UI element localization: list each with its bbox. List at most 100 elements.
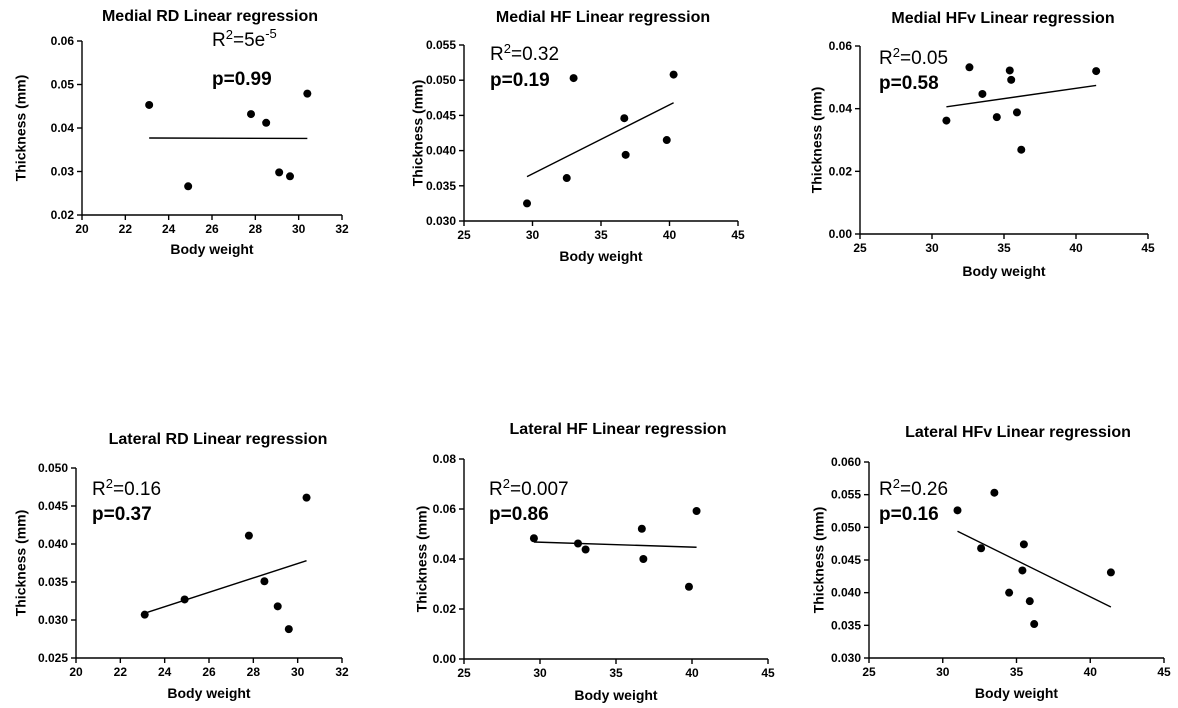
y-tick-label: 0.04 xyxy=(433,552,457,566)
r-squared-label: R2=0.16 xyxy=(92,476,161,500)
y-tick-label: 0.02 xyxy=(433,602,457,616)
r-squared-exponent: 2 xyxy=(106,476,113,491)
r-squared-value: =0.05 xyxy=(900,48,948,69)
x-tick-label: 30 xyxy=(925,241,939,255)
y-tick-label: 0.02 xyxy=(829,164,853,178)
chart-title: Lateral RD Linear regression xyxy=(109,431,328,448)
y-tick-label: 0.045 xyxy=(38,499,68,513)
y-tick-label: 0.02 xyxy=(51,208,75,222)
x-tick-label: 30 xyxy=(936,665,950,679)
y-tick-label: 0.030 xyxy=(831,651,861,665)
p-value-label: p=0.86 xyxy=(489,504,549,525)
data-point xyxy=(1106,568,1115,577)
p-value-label: p=0.37 xyxy=(92,504,152,525)
x-tick-label: 30 xyxy=(292,222,306,236)
y-axis-label: Thickness (mm) xyxy=(414,506,430,613)
chart-title: Medial HF Linear regression xyxy=(496,9,710,26)
data-point xyxy=(1025,597,1034,606)
x-axis-label: Body weight xyxy=(170,241,254,257)
data-point xyxy=(244,531,253,540)
data-point xyxy=(942,116,951,125)
x-axis-label: Body weight xyxy=(962,263,1046,279)
x-tick-label: 20 xyxy=(75,222,89,236)
x-tick-label: 40 xyxy=(685,666,699,680)
data-point xyxy=(275,168,284,177)
data-point xyxy=(684,582,693,591)
y-tick-label: 0.050 xyxy=(831,520,861,534)
r-squared-value: =0.16 xyxy=(113,479,161,500)
y-tick-label: 0.04 xyxy=(829,102,853,116)
y-tick-label: 0.040 xyxy=(831,586,861,600)
x-tick-label: 40 xyxy=(1084,665,1098,679)
y-tick-label: 0.030 xyxy=(38,613,68,627)
regression-line xyxy=(144,560,307,614)
y-tick-label: 0.06 xyxy=(829,39,853,53)
r-squared-exponent: 2 xyxy=(226,27,233,42)
data-point xyxy=(302,493,311,502)
data-point xyxy=(1007,75,1016,84)
r-squared-value: =5e xyxy=(233,30,265,51)
p-value-label: p=0.58 xyxy=(879,73,939,94)
y-tick-label: 0.040 xyxy=(38,537,68,551)
y-tick-label: 0.055 xyxy=(426,38,456,52)
x-tick-label: 28 xyxy=(247,665,261,679)
r-squared-label: R2=0.007 xyxy=(489,476,569,500)
data-point xyxy=(247,110,255,119)
x-tick-label: 35 xyxy=(609,666,623,680)
x-tick-label: 40 xyxy=(663,228,677,242)
data-point xyxy=(1017,145,1026,154)
data-point xyxy=(574,539,582,548)
x-axis-label: Body weight xyxy=(559,248,643,264)
r-squared-exponent: 2 xyxy=(893,476,900,491)
r-squared-symbol: R xyxy=(490,44,504,65)
r-squared-exponent: 2 xyxy=(893,45,900,60)
y-tick-label: 0.045 xyxy=(426,108,456,122)
y-tick-label: 0.035 xyxy=(38,575,68,589)
chart-panel-5: Lateral HF Linear regression 0.00 0.02 0.04… xyxy=(414,421,775,703)
x-axis-label: Body weight xyxy=(574,687,658,703)
x-tick-label: 45 xyxy=(1141,241,1155,255)
data-point xyxy=(303,89,312,98)
y-tick-label: 0.03 xyxy=(51,165,75,179)
x-tick-label: 30 xyxy=(533,666,547,680)
x-tick-label: 45 xyxy=(1157,665,1171,679)
data-point xyxy=(145,100,154,109)
r-squared-symbol: R xyxy=(92,479,106,500)
r-squared-symbol: R xyxy=(489,479,503,500)
x-tick-label: 30 xyxy=(526,228,540,242)
x-tick-label: 26 xyxy=(205,222,219,236)
y-tick-label: 0.04 xyxy=(51,121,75,135)
r-squared-exponent: 2 xyxy=(504,41,511,56)
x-axis-label: Body weight xyxy=(975,685,1059,701)
y-tick-label: 0.050 xyxy=(426,73,456,87)
data-point xyxy=(639,555,648,563)
chart-panel-3: Medial HFv Linear regression 0.00 0.02 0.04… xyxy=(809,10,1155,279)
r-squared-symbol: R xyxy=(879,48,893,69)
data-point xyxy=(1092,67,1101,76)
chart-title: Lateral HF Linear regression xyxy=(510,421,727,438)
p-value-label: p=0.16 xyxy=(879,504,939,525)
y-axis-label: Thickness (mm) xyxy=(13,510,29,617)
y-tick-label: 0.035 xyxy=(831,618,861,632)
x-tick-label: 20 xyxy=(69,665,83,679)
r-squared-value: =0.007 xyxy=(510,479,569,500)
p-value-label: p=0.99 xyxy=(212,69,272,90)
r-squared-symbol: R xyxy=(212,30,226,51)
data-point xyxy=(1019,540,1028,549)
data-point xyxy=(621,150,630,159)
chart-panel-4: Lateral RD Linear regression 0.025 0.030 0.… xyxy=(13,431,349,701)
y-tick-label: 0.025 xyxy=(38,651,68,665)
y-axis-label: Thickness (mm) xyxy=(809,87,825,194)
r-squared-label: R2=5e-5 xyxy=(212,26,277,51)
x-tick-label: 32 xyxy=(335,665,349,679)
data-point xyxy=(260,577,269,586)
y-tick-label: 0.040 xyxy=(426,144,456,158)
regression-line xyxy=(533,541,697,548)
data-point xyxy=(965,63,974,72)
data-point xyxy=(180,595,189,604)
r-squared-exponent: 2 xyxy=(503,476,510,491)
r-squared-value: =0.26 xyxy=(900,479,948,500)
y-axis-label: Thickness (mm) xyxy=(13,75,29,182)
regression-line xyxy=(526,102,674,178)
chart-title: Medial RD Linear regression xyxy=(102,8,318,25)
